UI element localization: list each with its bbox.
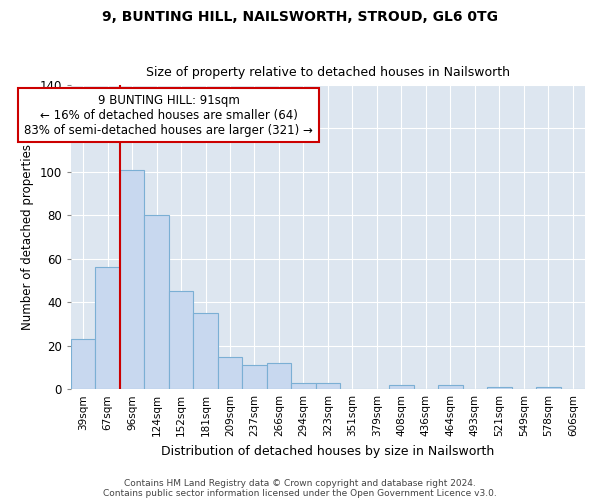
- X-axis label: Distribution of detached houses by size in Nailsworth: Distribution of detached houses by size …: [161, 444, 494, 458]
- Bar: [145, 216, 169, 389]
- Bar: [218, 356, 242, 389]
- Bar: [536, 387, 560, 389]
- Title: Size of property relative to detached houses in Nailsworth: Size of property relative to detached ho…: [146, 66, 510, 80]
- Bar: [120, 170, 145, 389]
- Bar: [389, 385, 413, 389]
- Bar: [242, 366, 267, 389]
- Bar: [193, 313, 218, 389]
- Text: Contains public sector information licensed under the Open Government Licence v3: Contains public sector information licen…: [103, 488, 497, 498]
- Bar: [316, 382, 340, 389]
- Bar: [267, 363, 291, 389]
- Bar: [169, 292, 193, 389]
- Text: 9 BUNTING HILL: 91sqm
← 16% of detached houses are smaller (64)
83% of semi-deta: 9 BUNTING HILL: 91sqm ← 16% of detached …: [25, 94, 313, 136]
- Bar: [95, 268, 120, 389]
- Y-axis label: Number of detached properties: Number of detached properties: [21, 144, 34, 330]
- Bar: [71, 339, 95, 389]
- Bar: [487, 387, 512, 389]
- Text: Contains HM Land Registry data © Crown copyright and database right 2024.: Contains HM Land Registry data © Crown c…: [124, 478, 476, 488]
- Text: 9, BUNTING HILL, NAILSWORTH, STROUD, GL6 0TG: 9, BUNTING HILL, NAILSWORTH, STROUD, GL6…: [102, 10, 498, 24]
- Bar: [291, 382, 316, 389]
- Bar: [438, 385, 463, 389]
